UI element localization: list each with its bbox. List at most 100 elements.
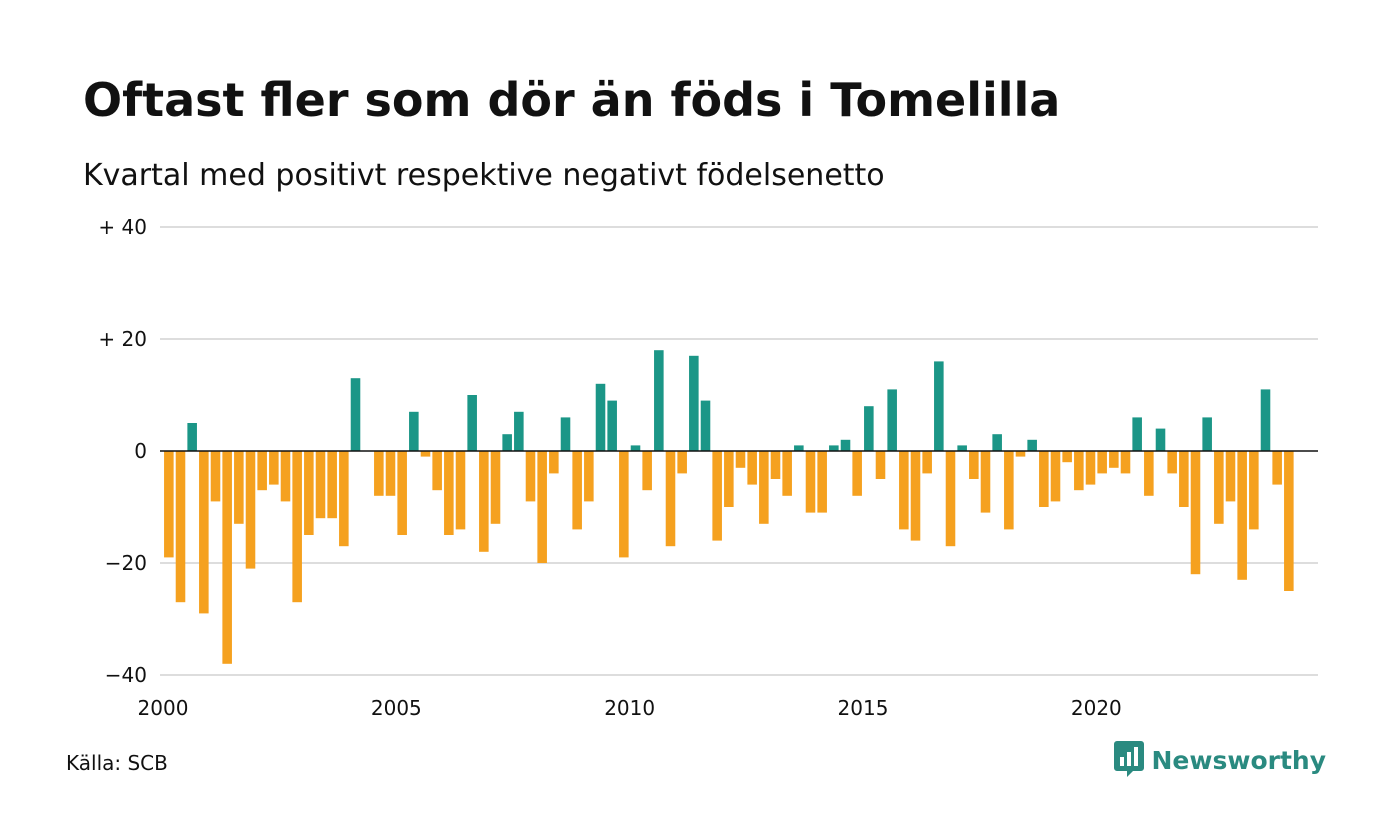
bar (444, 451, 454, 535)
bar (1027, 439, 1037, 451)
bar (700, 400, 711, 451)
x-tick-label: 2010 (604, 696, 655, 720)
bar (292, 451, 302, 603)
y-tick-label: −40 (105, 663, 147, 687)
bar (420, 451, 431, 457)
bar (595, 383, 606, 451)
bar (164, 451, 174, 558)
bar (899, 451, 909, 530)
bar (397, 451, 407, 535)
bar (1085, 451, 1096, 485)
bar (525, 451, 536, 502)
newsworthy-logo[interactable]: Newsworthy (1113, 741, 1327, 781)
bar (210, 451, 221, 502)
bar (910, 451, 921, 541)
bar (794, 445, 804, 451)
bar (782, 451, 792, 496)
bar (1144, 451, 1154, 496)
bar (1179, 451, 1189, 507)
bar (922, 451, 932, 474)
bar (1097, 451, 1107, 474)
bar (1132, 417, 1142, 451)
bar (479, 451, 489, 552)
x-tick-label: 2020 (1071, 696, 1122, 720)
bar (619, 451, 629, 558)
bar (724, 451, 734, 507)
bar (817, 451, 827, 513)
y-tick-label: −20 (105, 551, 147, 575)
bar (689, 355, 699, 451)
grid-lines (160, 226, 1318, 676)
bar (374, 451, 384, 496)
bar (385, 451, 396, 496)
bar (840, 439, 851, 451)
bar (234, 451, 244, 524)
bar (887, 389, 897, 451)
y-tick-label: + 40 (98, 215, 147, 239)
bar (187, 423, 197, 451)
bar (607, 400, 617, 451)
bar (759, 451, 769, 524)
bar (630, 445, 641, 451)
bar (257, 451, 267, 491)
bar (1260, 389, 1271, 451)
bar (584, 451, 594, 502)
bar (502, 434, 512, 451)
y-tick-label: + 20 (98, 327, 147, 351)
bar (1039, 451, 1049, 507)
bar (572, 451, 582, 530)
bar (665, 451, 676, 547)
bar (1050, 451, 1061, 502)
bar (735, 451, 746, 468)
bar (934, 361, 944, 451)
bar (747, 451, 757, 485)
bar (199, 451, 209, 614)
bar (269, 451, 279, 485)
bar (175, 451, 186, 603)
bar (304, 451, 314, 535)
bar (1202, 417, 1212, 451)
bar (1225, 451, 1236, 502)
bar (339, 451, 349, 547)
bar (1214, 451, 1224, 524)
bar (829, 445, 839, 451)
bar (549, 451, 559, 474)
y-tick-label: 0 (134, 439, 147, 463)
bar (514, 411, 524, 451)
bar (1190, 451, 1201, 575)
bar (1272, 451, 1282, 485)
bar (222, 451, 232, 664)
bar (1109, 451, 1119, 468)
bar (1015, 451, 1026, 457)
bar-chart-speech-bubble-icon (1113, 741, 1144, 781)
x-tick-label: 2015 (838, 696, 889, 720)
bar (432, 451, 442, 491)
bar (350, 378, 361, 451)
bar (1004, 451, 1014, 530)
bar (852, 451, 862, 496)
axes: + 40 + 20 0 −20 −40 2000 2005 2010 2015 2020 (98, 215, 1318, 720)
bar (280, 451, 291, 502)
bar (712, 451, 722, 541)
bar (1074, 451, 1084, 491)
bar (1249, 451, 1259, 530)
brand-name: Newsworthy (1151, 746, 1327, 775)
bar (1167, 451, 1177, 474)
source-note: Källa: SCB (66, 751, 168, 775)
bar (770, 451, 781, 479)
bar (992, 434, 1002, 451)
bar (537, 451, 547, 563)
bar (467, 395, 477, 451)
bar (642, 451, 652, 491)
chart-subtitle: Kvartal med positivt respektive negativt… (83, 158, 885, 193)
bar (654, 350, 664, 451)
chart-title: Oftast fler som dör än föds i Tomelilla (83, 73, 1061, 127)
bar (864, 406, 874, 451)
bar (245, 451, 256, 569)
bar (805, 451, 816, 513)
bar (315, 451, 326, 519)
bar (1062, 451, 1072, 463)
bar (560, 417, 571, 451)
bar (455, 451, 466, 530)
bar (1237, 451, 1247, 580)
